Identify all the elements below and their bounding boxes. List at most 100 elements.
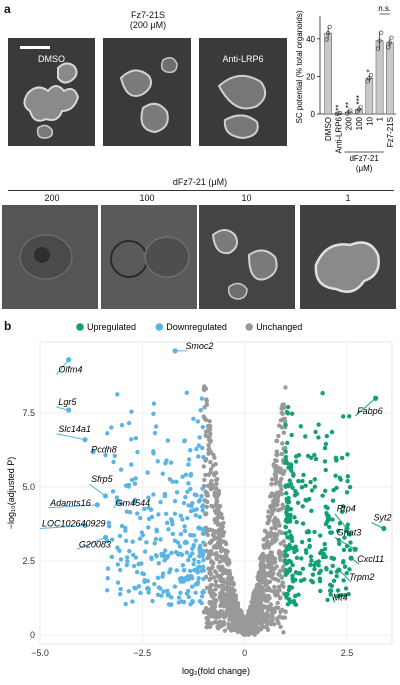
point-unchanged bbox=[217, 527, 222, 532]
y-tick-label: 20 bbox=[306, 72, 315, 81]
point-downregulated bbox=[124, 555, 130, 560]
gene-point bbox=[66, 407, 72, 413]
point-unchanged bbox=[204, 624, 209, 630]
scale-bar bbox=[20, 46, 50, 49]
point-upregulated bbox=[292, 549, 297, 555]
gene-leader-line bbox=[334, 513, 348, 529]
point-upregulated bbox=[285, 404, 291, 410]
point-unchanged bbox=[267, 579, 273, 584]
point-unchanged bbox=[222, 615, 227, 620]
point-unchanged bbox=[279, 451, 284, 457]
gene-leader-line bbox=[338, 569, 352, 583]
significance-label: ** bbox=[334, 105, 343, 111]
x-tick-label: −2.5 bbox=[133, 648, 151, 658]
point-upregulated bbox=[304, 550, 309, 555]
point-upregulated bbox=[285, 507, 290, 512]
organoid-image bbox=[110, 236, 190, 278]
point-downregulated bbox=[197, 497, 203, 503]
point-downregulated bbox=[195, 565, 201, 570]
point-unchanged bbox=[269, 491, 275, 496]
gene-point bbox=[94, 502, 100, 508]
point-downregulated bbox=[127, 510, 133, 515]
point-downregulated bbox=[159, 593, 164, 598]
point-upregulated bbox=[312, 566, 317, 572]
replicate-point bbox=[368, 73, 373, 78]
point-upregulated bbox=[310, 572, 316, 577]
point-downregulated bbox=[163, 511, 169, 517]
point-unchanged bbox=[204, 398, 209, 404]
point-unchanged bbox=[203, 498, 208, 504]
point-unchanged bbox=[213, 587, 218, 592]
gene-leader-line bbox=[354, 397, 376, 417]
gene-point bbox=[336, 567, 342, 573]
point-upregulated bbox=[300, 521, 306, 526]
point-downregulated bbox=[193, 590, 198, 595]
point-unchanged bbox=[257, 575, 262, 580]
point-downregulated bbox=[193, 513, 198, 518]
point-unchanged bbox=[210, 609, 215, 615]
point-downregulated bbox=[179, 575, 185, 581]
point-upregulated bbox=[296, 592, 301, 597]
point-downregulated bbox=[185, 588, 191, 594]
point-unchanged bbox=[209, 588, 215, 593]
point-upregulated bbox=[298, 571, 303, 576]
point-upregulated bbox=[317, 570, 322, 576]
point-unchanged bbox=[221, 622, 227, 627]
y-tick-label: 5.0 bbox=[22, 482, 35, 492]
micro-title-fz7-21s: Fz7-21S (200 μM) bbox=[129, 10, 167, 30]
point-downregulated bbox=[168, 460, 174, 465]
point-upregulated bbox=[336, 528, 341, 534]
point-downregulated bbox=[186, 481, 191, 486]
point-downregulated bbox=[166, 592, 171, 597]
point-upregulated bbox=[289, 468, 294, 473]
point-unchanged bbox=[283, 445, 288, 451]
point-upregulated bbox=[290, 577, 296, 582]
micrograph-anti-lrp6: Anti-LRP6 bbox=[199, 38, 287, 146]
point-unchanged bbox=[209, 478, 214, 484]
point-upregulated bbox=[285, 601, 291, 607]
dose-label-10: 10 bbox=[241, 193, 252, 203]
point-unchanged bbox=[280, 441, 285, 446]
point-downregulated bbox=[172, 584, 178, 589]
point-unchanged bbox=[273, 481, 278, 486]
point-unchanged bbox=[268, 505, 274, 510]
gene-label: Olfm4 bbox=[58, 365, 82, 375]
point-unchanged bbox=[259, 604, 265, 609]
point-unchanged bbox=[207, 419, 212, 424]
gene-leader-line bbox=[88, 483, 106, 497]
point-unchanged bbox=[232, 588, 237, 593]
point-unchanged bbox=[210, 463, 216, 468]
point-unchanged bbox=[202, 387, 207, 393]
point-downregulated bbox=[199, 396, 205, 401]
point-unchanged bbox=[265, 627, 271, 632]
point-upregulated bbox=[295, 500, 301, 505]
point-upregulated bbox=[322, 541, 327, 547]
point-unchanged bbox=[210, 564, 215, 570]
point-upregulated bbox=[345, 478, 350, 484]
point-unchanged bbox=[283, 385, 288, 390]
replicate-point bbox=[389, 35, 394, 40]
point-upregulated bbox=[322, 459, 328, 464]
point-upregulated bbox=[320, 390, 325, 396]
point-downregulated bbox=[115, 392, 120, 397]
point-downregulated bbox=[200, 486, 205, 491]
point-downregulated bbox=[105, 566, 111, 571]
gene-point bbox=[90, 448, 96, 455]
point-downregulated bbox=[117, 533, 123, 539]
point-upregulated bbox=[309, 488, 315, 493]
point-upregulated bbox=[299, 556, 304, 561]
point-unchanged bbox=[269, 526, 274, 531]
micrograph-dose-200 bbox=[2, 205, 98, 309]
point-unchanged bbox=[204, 402, 210, 407]
point-upregulated bbox=[347, 567, 352, 572]
point-upregulated bbox=[285, 591, 290, 597]
point-unchanged bbox=[220, 515, 225, 521]
point-downregulated bbox=[155, 592, 161, 597]
point-upregulated bbox=[347, 414, 352, 419]
y-tick-label: 7.5 bbox=[22, 408, 35, 418]
point-downregulated bbox=[156, 561, 161, 566]
point-upregulated bbox=[342, 535, 347, 540]
point-downregulated bbox=[151, 411, 156, 417]
point-upregulated bbox=[331, 488, 336, 493]
point-upregulated bbox=[293, 570, 299, 575]
